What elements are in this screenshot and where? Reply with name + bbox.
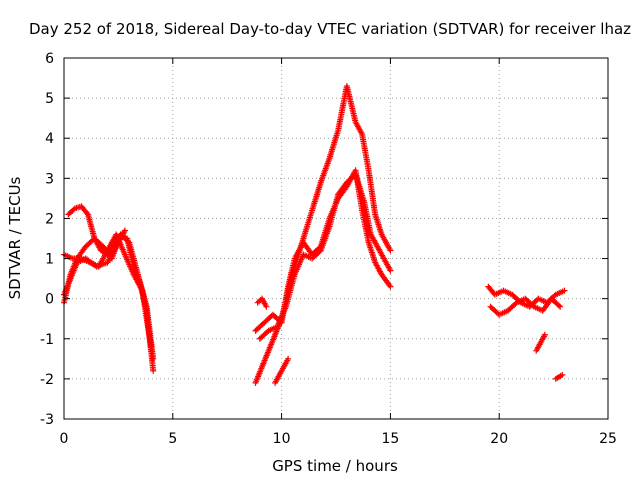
series-track-8 bbox=[254, 295, 270, 310]
data-point bbox=[263, 303, 270, 310]
y-axis-label: SDTVAR / TECUs bbox=[6, 176, 24, 299]
data-point bbox=[555, 302, 562, 309]
axis-ticks bbox=[63, 57, 609, 420]
grid-lines bbox=[64, 58, 608, 419]
tick-labels: 0 5 10 15 20 25 -3 -2 -1 0 1 2 3 4 5 6 bbox=[40, 51, 617, 447]
data-point bbox=[561, 287, 568, 294]
series-track-7 bbox=[256, 171, 394, 342]
series-track-13 bbox=[552, 371, 566, 382]
y-tick-label: 6 bbox=[45, 51, 54, 67]
x-tick-label: 5 bbox=[168, 431, 177, 447]
series-track-3 bbox=[65, 203, 157, 362]
data-point bbox=[285, 355, 292, 362]
data-point bbox=[557, 303, 564, 310]
x-tick-label: 0 bbox=[60, 431, 69, 447]
series-track-5 bbox=[252, 83, 394, 386]
data-point bbox=[150, 367, 157, 374]
data-point bbox=[559, 371, 566, 378]
x-axis-label: GPS time / hours bbox=[272, 457, 398, 475]
y-tick-label: 1 bbox=[45, 252, 54, 268]
chart-title: Day 252 of 2018, Sidereal Day-to-day VTE… bbox=[29, 20, 631, 38]
y-tick-label: -2 bbox=[40, 372, 54, 388]
y-tick-label: -3 bbox=[40, 412, 54, 428]
data-points bbox=[61, 83, 568, 386]
data-point bbox=[83, 210, 90, 217]
x-tick-label: 20 bbox=[490, 431, 508, 447]
y-tick-label: 3 bbox=[45, 171, 54, 187]
x-tick-label: 25 bbox=[599, 431, 617, 447]
data-point bbox=[387, 283, 394, 290]
y-tick-label: 0 bbox=[45, 292, 54, 308]
data-point bbox=[541, 331, 548, 338]
series-track-9 bbox=[272, 355, 292, 386]
y-tick-label: 4 bbox=[45, 131, 54, 147]
series-track-12 bbox=[533, 331, 548, 354]
data-point bbox=[121, 227, 128, 234]
series-track-4 bbox=[61, 227, 128, 298]
data-point bbox=[150, 355, 157, 362]
y-tick-label: 2 bbox=[45, 211, 54, 227]
y-tick-label: -1 bbox=[40, 332, 54, 348]
series-track-10 bbox=[485, 283, 568, 310]
x-tick-label: 15 bbox=[381, 431, 399, 447]
plot-frame bbox=[63, 57, 609, 420]
series-track-11 bbox=[487, 295, 564, 318]
data-point bbox=[387, 267, 394, 274]
y-tick-label: 5 bbox=[45, 91, 54, 107]
x-tick-label: 10 bbox=[273, 431, 291, 447]
data-point bbox=[387, 247, 394, 254]
